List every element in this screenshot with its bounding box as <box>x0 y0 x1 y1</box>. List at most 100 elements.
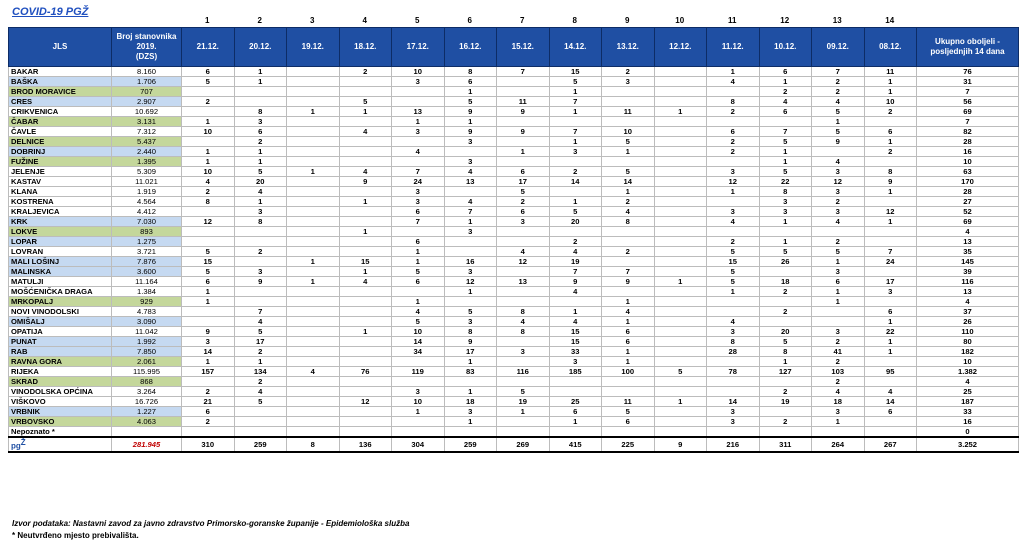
daily-cases-cell <box>233 256 287 267</box>
daily-cases-cell <box>758 226 812 237</box>
daily-cases-cell <box>233 96 287 107</box>
daily-cases-cell <box>653 176 707 187</box>
daily-cases-cell <box>863 266 917 277</box>
daily-cases-cell <box>286 76 340 87</box>
daily-cases-cell <box>181 306 235 317</box>
daily-cases-cell: 1 <box>548 196 602 207</box>
covid-cases-table: JLS Broj stanovnika 2019. (DZS) 21.12. 20.12.… <box>8 27 1019 453</box>
day-number: 14 <box>885 16 895 25</box>
daily-cases-cell <box>286 186 340 197</box>
municipality-name: LOPAR <box>8 236 112 247</box>
daily-cases-cell: 4 <box>443 166 497 177</box>
municipality-name: DELNICE <box>8 136 112 147</box>
daily-cases-cell: 4 <box>496 316 550 327</box>
date-header: 21.12. <box>181 27 235 67</box>
daily-cases-cell <box>706 356 760 367</box>
daily-cases-cell <box>548 386 602 397</box>
daily-cases-cell: 19 <box>758 396 812 407</box>
daily-cases-cell <box>391 356 445 367</box>
daily-cases-cell: 1 <box>863 346 917 357</box>
daily-cases-cell <box>496 286 550 297</box>
daily-cases-cell: 12 <box>443 276 497 287</box>
daily-cases-cell <box>653 76 707 87</box>
daily-cases-cell <box>181 376 235 387</box>
daily-cases-cell: 1 <box>181 286 235 297</box>
daily-cases-cell <box>286 226 340 237</box>
population-cell: 3.600 <box>111 266 182 277</box>
daily-total-cell: 259 <box>233 436 287 453</box>
daily-cases-cell <box>286 296 340 307</box>
daily-cases-cell <box>338 296 392 307</box>
daily-cases-cell <box>811 306 865 317</box>
daily-cases-cell: 1 <box>233 76 287 87</box>
daily-cases-cell: 5 <box>338 96 392 107</box>
daily-cases-cell: 4 <box>811 386 865 397</box>
daily-cases-cell: 2 <box>338 66 392 77</box>
daily-cases-cell <box>653 406 707 417</box>
daily-cases-cell: 4 <box>233 186 287 197</box>
daily-cases-cell: 15 <box>338 256 392 267</box>
daily-cases-cell: 1 <box>391 406 445 417</box>
daily-cases-cell <box>653 316 707 327</box>
daily-cases-cell <box>286 316 340 327</box>
day-number-row: 1 2 3 4 5 6 7 8 9 10 11 12 13 14 <box>8 16 1018 28</box>
daily-cases-cell: 14 <box>548 176 602 187</box>
table-row: DOBRINJ 2.440 1 1 4 1 3 1 2 1 2 16 <box>8 146 1019 157</box>
daily-total-cell: 264 <box>811 436 865 453</box>
daily-cases-cell: 5 <box>391 316 445 327</box>
daily-cases-cell: 18 <box>811 396 865 407</box>
municipality-name: OPATIJA <box>8 326 112 337</box>
date-header: 17.12. <box>391 27 445 67</box>
municipality-name: MALINSKA <box>8 266 112 277</box>
total-cases-cell: 16 <box>916 146 1019 157</box>
daily-cases-cell <box>706 426 760 438</box>
daily-cases-cell: 5 <box>758 166 812 177</box>
municipality-name: MATULJI <box>8 276 112 287</box>
municipality-name: KRALJEVICA <box>8 206 112 217</box>
total-cases-cell: 7 <box>916 86 1019 97</box>
daily-cases-cell: 1 <box>443 116 497 127</box>
daily-cases-cell: 6 <box>758 106 812 117</box>
daily-cases-cell <box>653 166 707 177</box>
daily-cases-cell <box>706 196 760 207</box>
municipality-name: MALI LOŠINJ <box>8 256 112 267</box>
daily-cases-cell: 3 <box>811 166 865 177</box>
daily-cases-cell: 6 <box>601 326 655 337</box>
total-cases-cell: 28 <box>916 186 1019 197</box>
population-cell: 11.164 <box>111 276 182 287</box>
total-cases-cell: 25 <box>916 386 1019 397</box>
daily-cases-cell: 9 <box>811 136 865 147</box>
daily-cases-cell <box>496 426 550 438</box>
daily-cases-cell <box>811 146 865 157</box>
municipality-name: ČAVLE <box>8 126 112 137</box>
daily-cases-cell: 4 <box>706 216 760 227</box>
date-header-line: 21.12. <box>196 42 219 51</box>
daily-cases-cell: 8 <box>601 216 655 227</box>
daily-total-cell: 225 <box>601 436 655 453</box>
population-cell: 11.021 <box>111 176 182 187</box>
daily-cases-cell: 1 <box>653 276 707 287</box>
daily-cases-cell <box>548 116 602 127</box>
daily-cases-cell: 2 <box>811 356 865 367</box>
daily-cases-cell: 4 <box>548 246 602 257</box>
daily-cases-cell <box>181 86 235 97</box>
daily-cases-cell <box>286 396 340 407</box>
daily-cases-cell: 4 <box>548 286 602 297</box>
table-row: NOVI VINODOLSKI 4.783 7 4 5 8 1 4 2 6 37 <box>8 306 1019 317</box>
daily-cases-cell: 1 <box>706 286 760 297</box>
total-cases-cell: 13 <box>916 286 1019 297</box>
daily-cases-cell <box>706 156 760 167</box>
daily-cases-cell <box>706 296 760 307</box>
total-cases-cell: 110 <box>916 326 1019 337</box>
daily-cases-cell: 1 <box>706 66 760 77</box>
daily-cases-cell: 3 <box>811 406 865 417</box>
daily-cases-cell <box>338 86 392 97</box>
total-cases-cell: 63 <box>916 166 1019 177</box>
date-header-line: 20.12. <box>249 42 272 51</box>
municipality-name: BAŠKA <box>8 76 112 87</box>
daily-cases-cell <box>181 426 235 438</box>
municipality-name: CRES <box>8 96 112 107</box>
daily-cases-cell: 12 <box>181 216 235 227</box>
daily-cases-cell <box>443 376 497 387</box>
daily-cases-cell: 1 <box>286 106 340 117</box>
